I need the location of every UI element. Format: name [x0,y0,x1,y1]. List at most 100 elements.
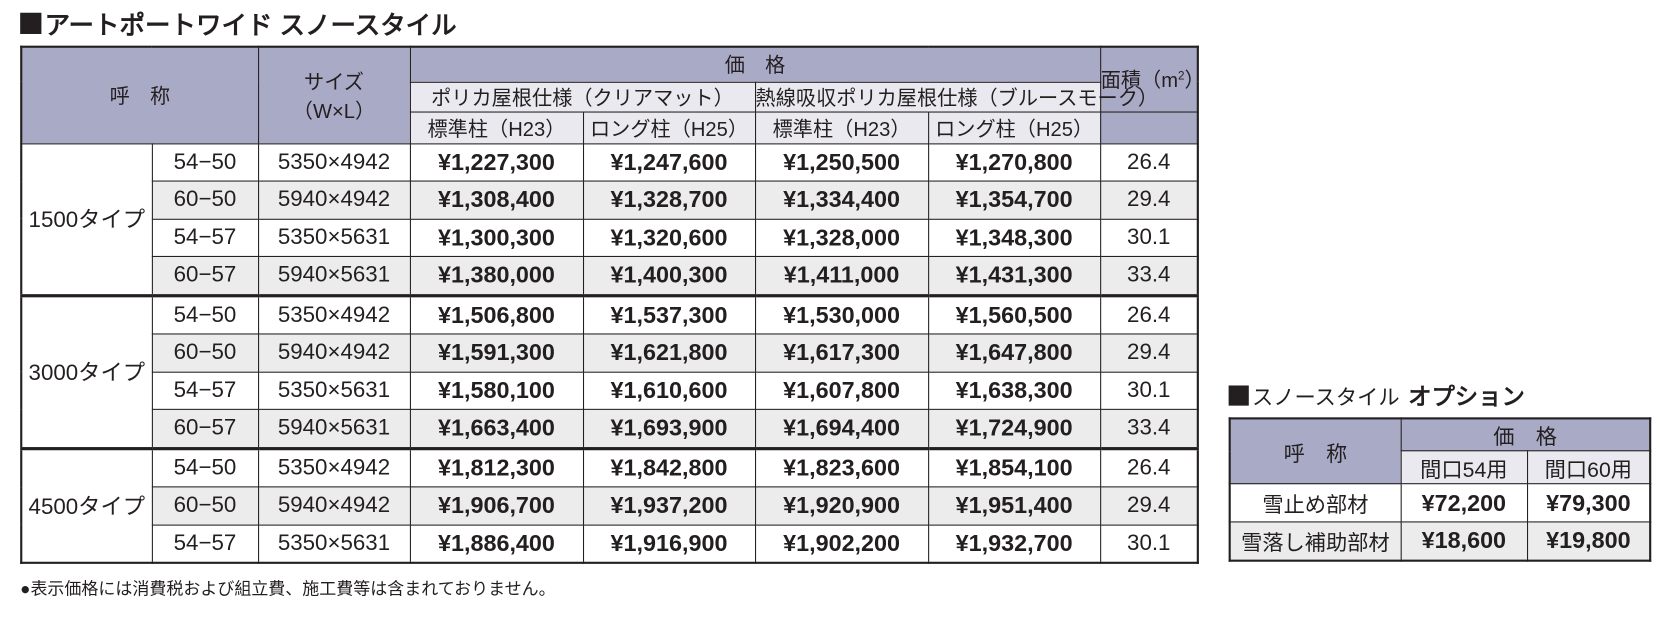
size-value: 5350×5631 [257,524,411,564]
price-smoke-std: ¥1,411,000 [754,255,929,296]
options-header-price: 価 格 [1400,417,1651,452]
option-price-60: ¥79,300 [1526,483,1651,523]
price-smoke-long: ¥1,724,900 [927,408,1101,449]
type-label: 4500タイプ [20,446,153,564]
area-value: 26.4 [1099,446,1199,488]
price-clear-long: ¥1,610,600 [582,371,756,410]
size-value: 5940×4942 [257,180,411,220]
model-code: 60−50 [151,333,259,373]
square-bullet-icon [20,12,42,34]
header-post-long-1: ロング柱（H25） [582,110,756,144]
price-clear-long: ¥1,842,800 [582,446,756,488]
price-clear-std: ¥1,886,400 [409,524,584,564]
price-clear-long: ¥1,537,300 [582,293,756,335]
price-clear-long: ¥1,693,900 [582,408,756,449]
area-value: 30.1 [1099,371,1199,410]
options-title-suffix: オプション [1408,383,1525,410]
area-value: 29.4 [1099,333,1199,373]
header-area-close: ） [1184,70,1205,93]
price-table-body: 1500タイプ 54−50 5350×4942 ¥1,227,300 ¥1,247,60… [20,142,1199,564]
price-smoke-long: ¥1,348,300 [927,218,1101,257]
price-clear-std: ¥1,300,300 [409,218,584,257]
options-header-w54: 間口54用 [1400,450,1528,485]
price-clear-std: ¥1,580,100 [409,371,584,410]
header-post-std-2: 標準柱（H23） [754,110,929,144]
table-row: 60−50 5940×4942 ¥1,906,700 ¥1,937,200 ¥1,920… [21,486,1199,526]
price-smoke-long: ¥1,854,100 [927,446,1101,488]
header-post-std-1: 標準柱（H23） [409,110,584,144]
price-clear-long: ¥1,916,900 [582,524,756,564]
options-header-w60: 間口60用 [1526,450,1651,485]
price-smoke-long: ¥1,647,800 [927,333,1101,373]
table-row: 1500タイプ 54−50 5350×4942 ¥1,227,300 ¥1,247,60… [20,142,1199,296]
price-clear-std: ¥1,308,400 [409,180,584,220]
price-clear-long: ¥1,328,700 [582,180,756,220]
option-name: 雪落し補助部材 [1229,521,1402,561]
main-title-text: アートポートワイド スノースタイル [44,11,457,41]
price-smoke-std: ¥1,617,300 [754,333,929,373]
options-row: 雪止め部材 ¥72,200 ¥79,300 [1229,483,1651,523]
price-smoke-long: ¥1,354,700 [927,180,1101,220]
header-area-label: 面積（m [1100,70,1179,93]
table-row: 4500タイプ 54−50 5350×4942 ¥1,812,300 ¥1,842,80… [20,446,1199,564]
size-value: 5940×5631 [257,255,411,296]
footnote: ●表示価格には消費税および組立費、施工費等は含まれておりません。 [20,580,556,599]
model-code: 54−57 [151,371,259,410]
options-row: 雪落し補助部材 ¥18,600 ¥19,800 [1229,521,1651,561]
square-bullet-icon [1228,384,1249,406]
price-clear-std: ¥1,663,400 [409,408,584,449]
price-clear-std: ¥1,812,300 [409,446,584,488]
price-smoke-std: ¥1,920,900 [754,486,929,526]
price-smoke-std: ¥1,823,600 [754,446,929,488]
area-value: 33.4 [1099,255,1199,296]
table-row: 3000タイプ 54−50 5350×4942 ¥1,506,800 ¥1,537,30… [20,293,1199,449]
area-value: 33.4 [1099,408,1199,449]
model-code: 60−57 [151,255,259,296]
price-clear-long: ¥1,937,200 [582,486,756,526]
option-price-54: ¥18,600 [1400,521,1528,561]
table-row: 54−57 5350×5631 ¥1,580,100 ¥1,610,600 ¥1,607… [21,371,1199,410]
area-value: 26.4 [1099,293,1199,335]
table-row: 60−57 5940×5631 ¥1,380,000 ¥1,400,300 ¥1,411… [21,255,1199,296]
price-smoke-long: ¥1,638,300 [927,371,1101,410]
price-clear-long: ¥1,400,300 [582,255,756,296]
option-price-54: ¥72,200 [1400,483,1528,523]
price-smoke-long: ¥1,270,800 [927,142,1101,182]
price-clear-std: ¥1,906,700 [409,486,584,526]
options-title-prefix: スノースタイル [1251,386,1400,410]
price-smoke-std: ¥1,530,000 [754,293,929,335]
header-area-spacer [1099,111,1199,144]
model-code: 60−50 [151,486,259,526]
size-value: 5350×5631 [257,371,411,410]
model-code: 54−50 [151,446,259,488]
type-label: 3000タイプ [20,293,153,449]
size-value: 5940×5631 [257,408,411,449]
header-size-line1: サイズ [304,71,364,95]
area-value: 29.4 [1099,180,1199,220]
options-table: 呼 称 価 格 間口54用 間口60用 雪止め部材 ¥72,200 ¥79,30… [1228,417,1652,562]
header-size: サイズ （W×L） [257,46,411,144]
price-table: 呼 称 サイズ （W×L） 価 格 面積（m2） ポリカ屋根仕様（クリアマット）… [20,45,1205,564]
header-post-long-2: ロング柱（H25） [927,110,1101,144]
area-value: 30.1 [1099,524,1199,564]
size-value: 5940×4942 [257,486,411,526]
price-clear-std: ¥1,380,000 [409,255,584,296]
option-name: 雪止め部材 [1229,483,1402,523]
table-row: 60−57 5940×5631 ¥1,663,400 ¥1,693,900 ¥1,694… [21,408,1199,449]
area-value: 30.1 [1099,218,1199,257]
price-smoke-long: ¥1,560,500 [927,293,1101,335]
table-row: 54−57 5350×5631 ¥1,300,300 ¥1,320,600 ¥1,328… [21,218,1199,257]
area-value: 26.4 [1099,142,1199,182]
table-row: 60−50 5940×4942 ¥1,308,400 ¥1,328,700 ¥1,334… [21,180,1199,220]
model-code: 54−57 [151,524,259,564]
options-header-name: 呼 称 [1229,417,1402,485]
header-name: 呼 称 [20,46,259,144]
model-code: 60−57 [151,408,259,449]
price-smoke-std: ¥1,334,400 [754,180,929,220]
header-price: 価 格 [409,46,1101,83]
header-area: 面積（m2） [1099,46,1205,113]
price-clear-std: ¥1,591,300 [409,333,584,373]
main-title: アートポートワイド スノースタイル [20,4,457,41]
price-clear-std: ¥1,506,800 [409,293,584,335]
size-value: 5940×4942 [257,333,411,373]
